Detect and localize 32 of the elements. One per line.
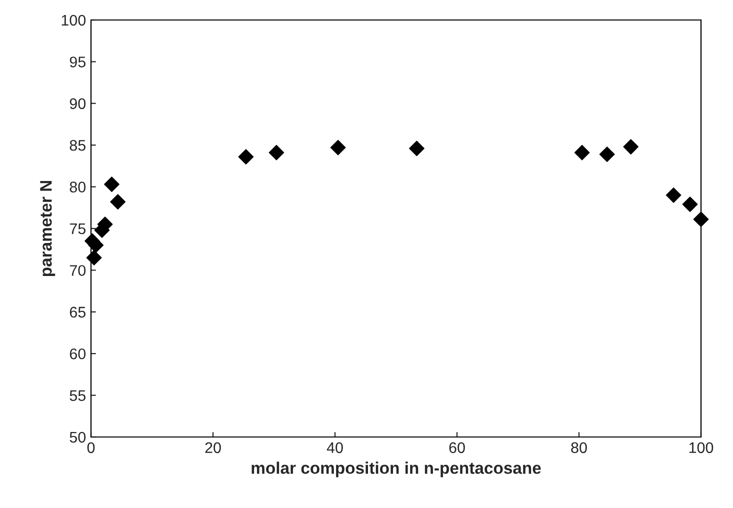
point [693, 212, 709, 228]
y-tick-label: 70 [70, 265, 86, 276]
point [86, 250, 102, 266]
point [409, 140, 424, 156]
point [666, 187, 682, 203]
x-tick-label: 20 [205, 442, 221, 454]
y-tick-label: 80 [70, 182, 86, 192]
y-tick-label: 75 [70, 224, 86, 234]
point [330, 140, 346, 156]
x-axis-title: molar composition in n-pentacosane [252, 462, 541, 478]
point [104, 176, 120, 192]
x-tick-label: 80 [571, 442, 587, 454]
y-tick-label: 95 [70, 56, 86, 68]
y-tick-label: 50 [70, 432, 86, 443]
point [110, 194, 126, 210]
x-tick-label: 100 [689, 442, 714, 454]
point [599, 146, 615, 162]
y-tick-label: 55 [70, 390, 86, 401]
x-tick-label: 0 [87, 442, 95, 454]
y-tick-label: 90 [70, 98, 86, 110]
y-tick-label: 100 [62, 14, 86, 26]
point [623, 139, 639, 154]
x-tick-label: 40 [326, 442, 343, 454]
point [574, 144, 590, 160]
y-tick-label: 65 [70, 306, 86, 318]
x-tick-label: 60 [449, 442, 465, 454]
point [268, 144, 284, 160]
y-tick-label: 85 [70, 140, 86, 151]
y-tick-label: 60 [70, 348, 86, 360]
y-axis-title: parameter N [40, 180, 56, 276]
point [238, 149, 254, 164]
point [682, 196, 698, 212]
